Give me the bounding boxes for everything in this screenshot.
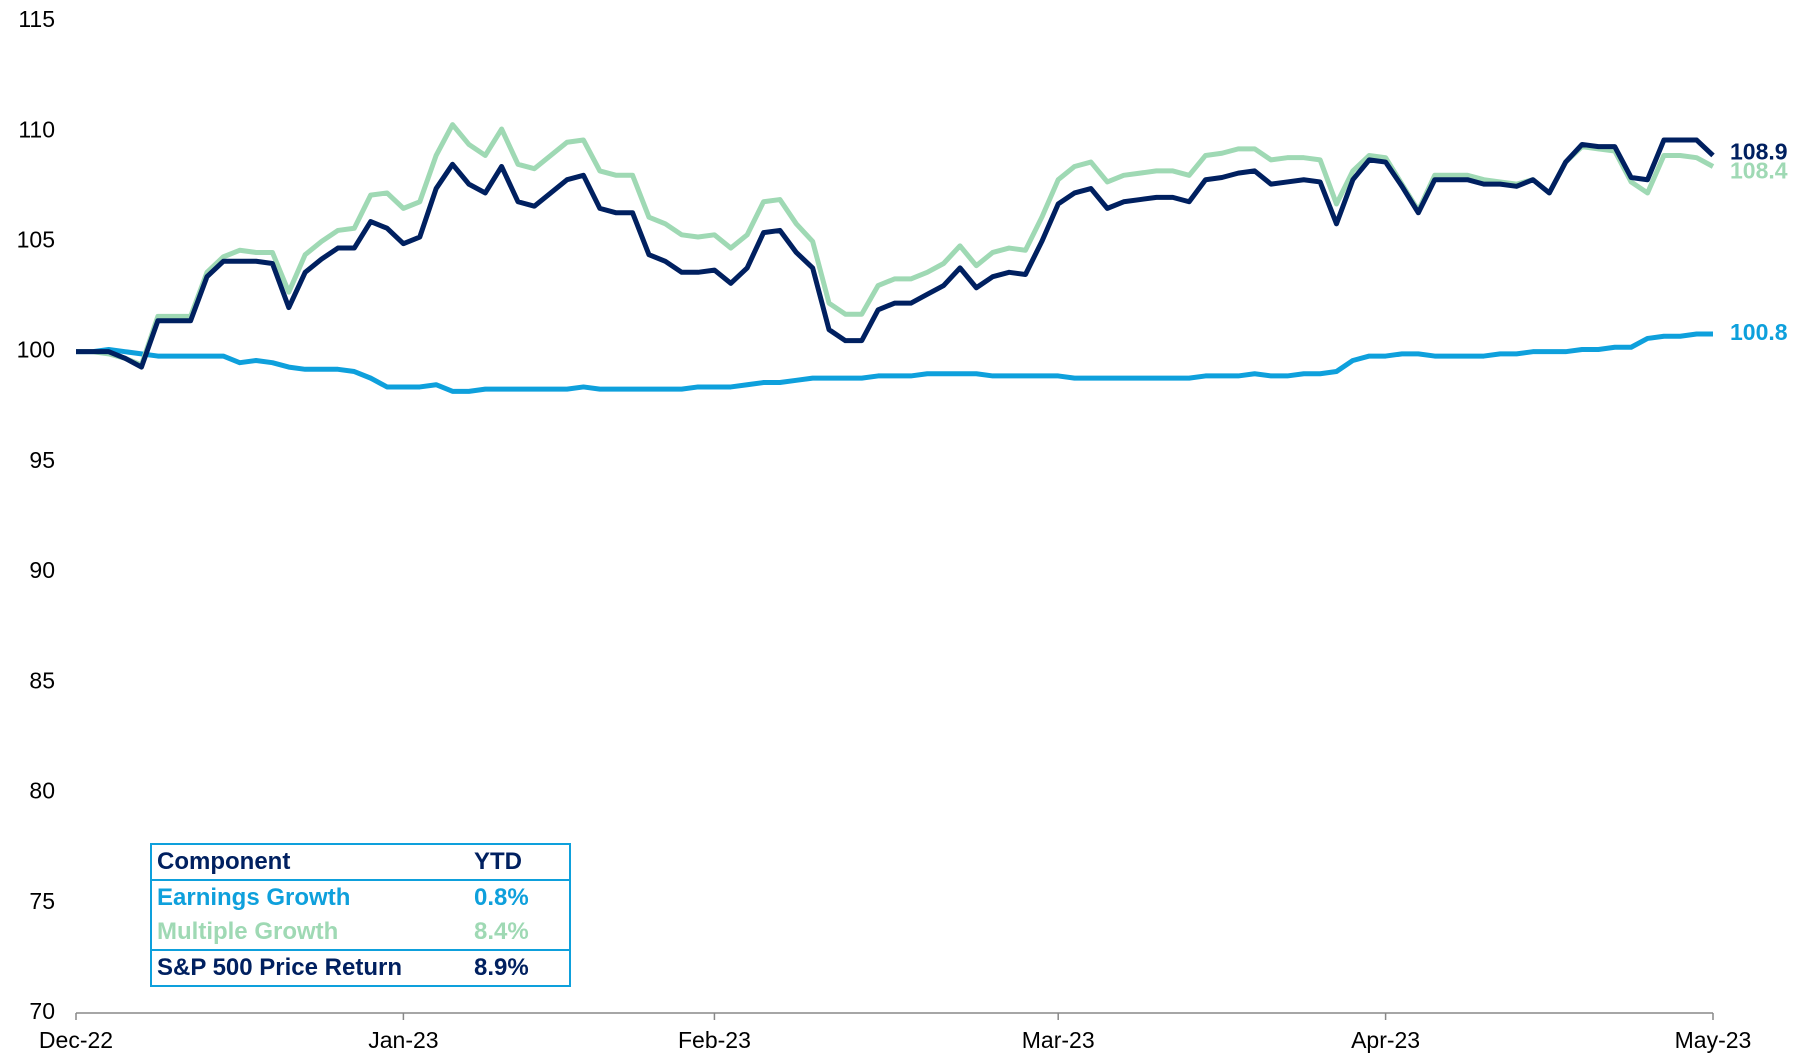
- ytd-cell: 8.4%: [474, 918, 529, 945]
- y-tick-label: 80: [29, 778, 55, 804]
- end-value-label: 108.9: [1730, 139, 1788, 165]
- end-value-label: 100.8: [1730, 319, 1788, 345]
- header-cell: Component: [151, 844, 469, 881]
- ytd-table: Component YTD Earnings Growth 0.8% Multi…: [150, 843, 571, 987]
- x-tick-label: Dec-22: [39, 1027, 113, 1053]
- y-tick-label: 100: [17, 337, 55, 363]
- table-row: Earnings Growth 0.8%: [151, 880, 570, 915]
- ytd-cell: 0.8%: [474, 884, 529, 911]
- series-line: [76, 331, 1713, 394]
- series-line: [76, 137, 1715, 370]
- component-cell: Earnings Growth: [157, 884, 351, 911]
- x-tick-label: Apr-23: [1351, 1027, 1420, 1053]
- component-cell: Multiple Growth: [157, 918, 339, 945]
- x-tick-label: Jan-23: [368, 1027, 438, 1053]
- table-header: Component YTD: [151, 844, 570, 881]
- ytd-cell: 8.9%: [469, 949, 570, 986]
- component-cell: S&P 500 Price Return: [151, 949, 469, 986]
- header-cell: YTD: [469, 844, 570, 881]
- y-tick-label: 110: [18, 116, 55, 142]
- y-tick-label: 95: [29, 447, 55, 473]
- y-tick-label: 75: [29, 888, 55, 914]
- end-value-label: 108.4: [1730, 158, 1788, 184]
- y-tick-label: 115: [18, 6, 55, 32]
- table-row: Multiple Growth 8.4%: [151, 915, 570, 950]
- x-tick-label: May-23: [1675, 1027, 1752, 1053]
- y-tick-label: 85: [29, 667, 55, 693]
- series-line: [76, 122, 1715, 368]
- y-tick-label: 105: [17, 227, 55, 253]
- y-tick-label: 70: [29, 998, 55, 1024]
- x-tick-label: Feb-23: [678, 1027, 751, 1053]
- y-tick-label: 90: [29, 557, 55, 583]
- x-tick-label: Mar-23: [1022, 1027, 1095, 1053]
- table-row: S&P 500 Price Return 8.9%: [151, 949, 570, 986]
